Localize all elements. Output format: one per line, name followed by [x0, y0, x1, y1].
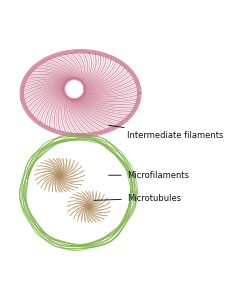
Text: Microfilaments: Microfilaments: [109, 171, 189, 180]
Text: Microtubules: Microtubules: [94, 194, 181, 203]
Text: Intermediate filaments: Intermediate filaments: [109, 125, 223, 140]
